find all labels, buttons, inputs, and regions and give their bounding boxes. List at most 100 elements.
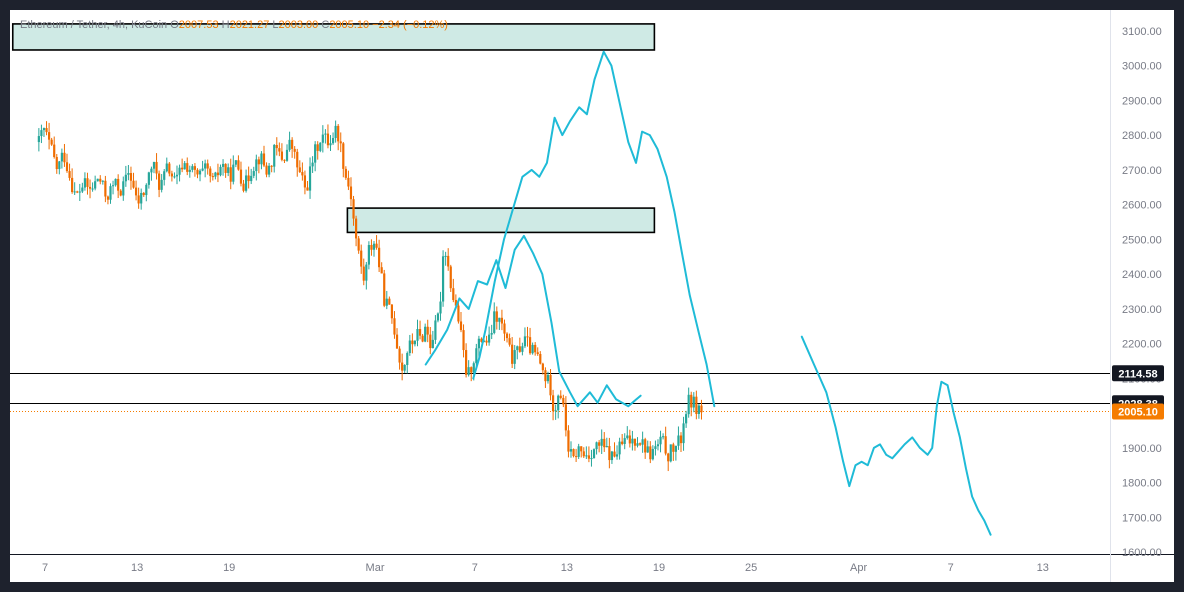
forecast-path-3 <box>800 335 992 536</box>
candle-up <box>42 128 46 131</box>
candle-up <box>244 175 248 191</box>
candle-up <box>595 442 598 450</box>
candle-down <box>395 334 399 349</box>
candle-down <box>209 168 212 177</box>
x-tick-label: Mar <box>366 562 385 574</box>
candle-down <box>211 176 214 178</box>
candle-down <box>354 218 358 239</box>
candle-down <box>549 374 552 396</box>
candle-down <box>370 245 373 250</box>
candle-down <box>224 163 227 173</box>
candle-up <box>372 243 376 250</box>
candle-down <box>383 273 386 306</box>
candle-down <box>418 329 422 336</box>
candle-up <box>557 395 560 411</box>
candle-up <box>60 152 63 162</box>
candle-down <box>534 344 537 353</box>
price-chart[interactable]: 1600.001700.001800.001900.002000.002100.… <box>10 10 1174 582</box>
candle-up <box>434 320 437 340</box>
candle-down <box>86 178 89 187</box>
candle-down <box>63 152 66 163</box>
candle-up <box>165 163 168 172</box>
candle-down <box>291 139 294 149</box>
candle-down <box>679 435 683 444</box>
candle-down <box>429 334 432 349</box>
candle-up <box>444 255 447 257</box>
candle-up <box>592 449 596 459</box>
candle-down <box>357 238 360 251</box>
candle-down <box>454 299 457 306</box>
candle-up <box>651 449 654 460</box>
last-price-marker <box>1112 403 1164 420</box>
candle-up <box>641 439 644 445</box>
y-tick-label: 1700.00 <box>1122 512 1162 524</box>
y-tick-label: 2600.00 <box>1122 200 1162 212</box>
candle-up <box>152 161 156 169</box>
candle-down <box>280 151 284 160</box>
candle-down <box>495 311 498 322</box>
candle-down <box>500 317 504 324</box>
candle-down <box>470 367 473 373</box>
y-tick-label: 2500.00 <box>1122 234 1162 246</box>
candle-up <box>204 163 207 169</box>
candle-up <box>58 161 61 170</box>
x-tick-label: 7 <box>472 562 478 574</box>
candle-down <box>293 148 296 152</box>
candle-up <box>329 143 332 146</box>
candle-up <box>183 163 186 170</box>
candle-up <box>78 191 81 193</box>
candle-down <box>50 139 53 145</box>
x-tick-label: 7 <box>948 562 954 574</box>
candle-up <box>498 317 501 322</box>
legend-close: 2005.10 <box>329 19 370 31</box>
candle-up <box>516 346 519 351</box>
candle-up <box>490 332 493 335</box>
candle-down <box>239 169 243 184</box>
y-tick-label: 2800.00 <box>1122 130 1162 142</box>
candle-down <box>257 159 260 165</box>
candle-up <box>109 186 112 200</box>
candle-down <box>88 186 92 189</box>
candle-up <box>37 136 40 143</box>
candle-down <box>216 172 220 176</box>
candle-down <box>664 436 667 454</box>
candle-down <box>401 362 404 371</box>
candle-down <box>362 266 365 281</box>
candle-down <box>104 180 107 197</box>
legend-low-label: L <box>272 19 279 31</box>
candle-up <box>623 438 626 444</box>
candle-up <box>91 188 94 190</box>
candle-up <box>319 142 322 151</box>
y-tick-label: 2200.00 <box>1122 339 1162 351</box>
candle-up <box>331 138 335 144</box>
candle-down <box>132 180 135 188</box>
candle-down <box>71 177 74 193</box>
candle-down <box>303 175 307 188</box>
candle-down <box>398 348 401 363</box>
candle-down <box>337 125 340 142</box>
candle-down <box>457 305 460 322</box>
candle-down <box>76 191 79 193</box>
candle-down <box>55 157 58 170</box>
candle-down <box>603 438 606 448</box>
candle-up <box>626 435 629 439</box>
candle-down <box>667 453 670 462</box>
level-2114-marker-label: 2114.58 <box>1118 368 1157 380</box>
candle-up <box>408 340 411 354</box>
candle-down <box>536 352 539 355</box>
candle-down <box>393 318 396 335</box>
candle-down <box>575 456 578 458</box>
y-tick-label: 3000.00 <box>1122 61 1162 73</box>
candle-down <box>360 250 363 267</box>
candle-down <box>421 335 424 342</box>
candle-up <box>285 149 289 161</box>
level-2114-marker <box>1112 365 1164 382</box>
y-tick-label: 1600.00 <box>1122 547 1162 559</box>
candle-up <box>472 363 475 373</box>
candle-down <box>196 169 199 175</box>
candle-up <box>127 173 130 175</box>
candle-down <box>672 444 675 452</box>
legend-open: 2007.53 <box>178 19 219 31</box>
candle-down <box>283 159 286 161</box>
candle-down <box>53 144 56 158</box>
